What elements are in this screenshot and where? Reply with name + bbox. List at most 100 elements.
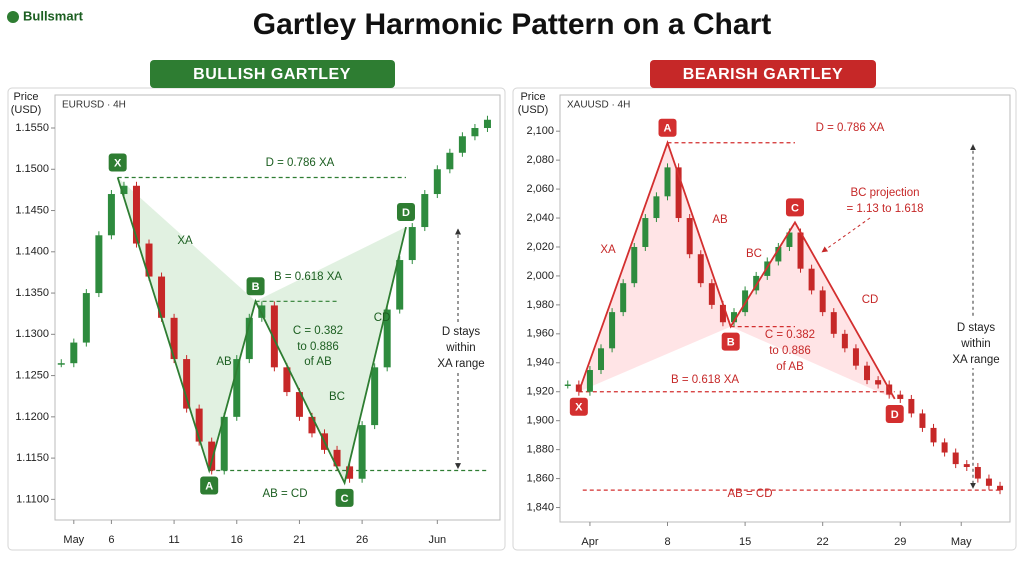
x-tick-label: May (951, 536, 972, 548)
annotation: CD (862, 294, 879, 306)
candle (952, 452, 959, 465)
y-tick-label: 1,860 (526, 472, 554, 484)
page-title: Gartley Harmonic Pattern on a Chart (253, 8, 771, 41)
logo: Bullsmart (23, 8, 84, 23)
logo-icon (7, 11, 19, 23)
x-tick-label: May (63, 534, 84, 546)
candle (346, 466, 354, 479)
candle (598, 348, 605, 371)
candle (708, 283, 715, 305)
annotation: XA (600, 244, 616, 256)
candle (233, 359, 241, 417)
point-label: B (727, 336, 735, 348)
annotation: to 0.886 (769, 345, 811, 357)
candle (333, 449, 341, 467)
candle (458, 136, 466, 153)
y-tick-label: 1,980 (526, 299, 554, 311)
point-marker (885, 404, 904, 423)
x-tick-label: 22 (817, 536, 829, 548)
candle (433, 169, 441, 195)
candle (653, 196, 660, 219)
candle (270, 305, 278, 368)
point-marker (785, 198, 804, 217)
candle (974, 466, 981, 479)
point-marker (658, 118, 677, 137)
candle (875, 380, 882, 385)
header: Bullsmart Gartley Harmonic Pattern on a … (7, 8, 771, 41)
candle (145, 243, 153, 277)
pattern-fill (578, 142, 731, 392)
annotation: BC (746, 248, 762, 260)
candle (245, 317, 253, 360)
candle (258, 305, 266, 318)
annotation: XA range (952, 354, 999, 366)
label-backdrop (948, 318, 1004, 368)
x-tick-label: 26 (356, 534, 368, 546)
y-tick-label: 1,920 (526, 386, 554, 398)
candle (985, 478, 992, 486)
point-label: D (891, 409, 899, 421)
y-tick-label: 1.1350 (15, 287, 49, 299)
candle (775, 246, 782, 262)
annotation: AB (712, 214, 728, 226)
y-tick-label: 2,060 (526, 183, 554, 195)
candle (941, 442, 948, 453)
x-tick-label: 8 (664, 536, 670, 548)
annotation: = 1.13 to 1.618 (846, 203, 923, 215)
x-tick-label: 21 (293, 534, 305, 546)
y-tick-label: 2,080 (526, 154, 554, 166)
candle (396, 260, 404, 310)
x-tick-label: Jun (428, 534, 446, 546)
point-label: X (114, 157, 122, 169)
candle (70, 342, 78, 364)
y-tick-label: 1,940 (526, 357, 554, 369)
candle (57, 363, 65, 365)
candle (830, 312, 837, 334)
badge-label: BEARISH GARTLEY (683, 66, 843, 83)
point-label: A (664, 123, 672, 135)
axis-label: Price (13, 91, 38, 103)
candle (170, 317, 178, 360)
annotation: B = 0.618 XA (671, 374, 739, 386)
pattern-line (116, 177, 407, 486)
axis-label: Price (520, 91, 545, 103)
annotation: C = 0.382 (293, 325, 343, 337)
candle (897, 394, 904, 399)
annotation: D = 0.786 XA (816, 122, 885, 134)
candle (308, 416, 316, 434)
candle (208, 441, 216, 471)
candle (609, 312, 616, 349)
candle (132, 185, 140, 244)
candle (686, 218, 693, 255)
y-tick-label: 2,040 (526, 212, 554, 224)
candle (786, 232, 793, 247)
y-tick-label: 1,960 (526, 328, 554, 340)
axis-label: (USD) (11, 104, 42, 116)
point-marker (569, 397, 588, 416)
point-marker (108, 153, 127, 172)
candle (586, 370, 593, 392)
annotation: D = 0.786 XA (266, 157, 335, 169)
annotation: BC (329, 391, 345, 403)
candle (808, 268, 815, 291)
x-tick-label: Apr (581, 536, 598, 548)
annotations: EURUSD · 4H D = 0.786 XA XA B = 0.618 XA… (62, 100, 1004, 500)
candle (797, 232, 804, 269)
y-tick-label: 1.1500 (15, 163, 49, 175)
y-tick-label: 1.1400 (15, 246, 49, 258)
candle (358, 425, 366, 479)
annotation: of AB (304, 356, 332, 368)
candle (283, 367, 291, 393)
pattern-line (577, 140, 896, 400)
y-tick-label: 2,000 (526, 270, 554, 282)
point-marker (246, 277, 265, 296)
annotation: AB = CD (727, 488, 772, 500)
x-tick-label: 11 (168, 534, 179, 546)
annotation: AB = CD (262, 488, 307, 500)
annotation: C = 0.382 (765, 329, 815, 341)
badge-label: BULLISH GARTLEY (193, 66, 351, 83)
point-label: C (341, 493, 349, 505)
candle (864, 365, 871, 381)
point-label: X (575, 402, 583, 414)
annotation: CD (374, 312, 391, 324)
